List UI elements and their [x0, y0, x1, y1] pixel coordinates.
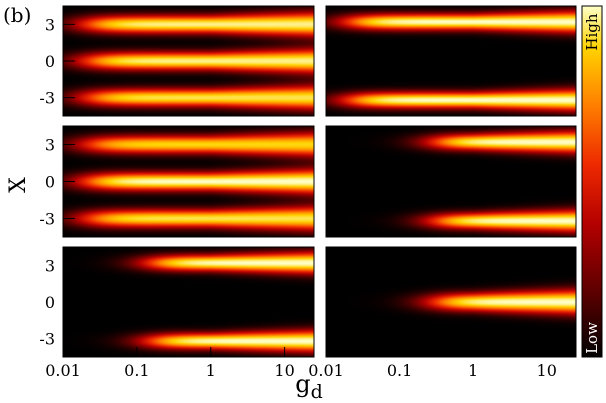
axis-ticks: 3 0 -3 3 0 -3 3 0 -3 0.01 0.1 1 10 0.01 0.1 1 10 [39, 15, 556, 380]
panel-frame-top-right [325, 5, 577, 117]
heatmap-panel-bottom-right [326, 247, 576, 357]
x-tick-label: 0.1 [124, 361, 149, 380]
colorbar-gradient [581, 5, 603, 358]
y-tick-label: 0 [45, 173, 55, 192]
y-tick-label: 0 [45, 52, 55, 71]
y-axis-title: X [6, 177, 31, 193]
panel-frame-middle-right [325, 125, 577, 238]
y-tick-label: -3 [39, 89, 55, 108]
heatmap-panel-middle-right [326, 126, 576, 237]
x-axis-title: gd [295, 370, 323, 403]
x-tick-label: 0.01 [45, 361, 81, 380]
x-tick-label: 0.01 [308, 361, 344, 380]
x-tick-label: 10 [274, 361, 294, 380]
x-tick-label: 1 [468, 361, 478, 380]
x-tick-label: 1 [206, 361, 216, 380]
colorbar-low-label: Low [583, 322, 601, 354]
panel-label: (b) [3, 3, 31, 27]
colorbar-high-label: High [583, 13, 601, 50]
heatmap-panel-bottom-left [63, 247, 314, 357]
panel-frame-bottom-right [325, 246, 577, 358]
y-tick-label: 3 [45, 15, 55, 34]
heatmap-panel-middle-left [63, 126, 314, 237]
y-tick-label: 0 [45, 293, 55, 312]
x-tick-label: 0.1 [387, 361, 412, 380]
heatmap-panel-top-left [63, 6, 314, 116]
heatmap-panels [62, 5, 577, 358]
y-tick-label: 3 [45, 136, 55, 155]
y-tick-label: -3 [39, 210, 55, 229]
heatmap-panel-top-right [326, 6, 576, 116]
x-axis-title-subscript: d [311, 381, 323, 403]
y-tick-label: 3 [45, 256, 55, 275]
x-tick-label: 10 [537, 361, 557, 380]
colorbar: High Low [581, 5, 603, 358]
y-tick-label: -3 [39, 330, 55, 349]
